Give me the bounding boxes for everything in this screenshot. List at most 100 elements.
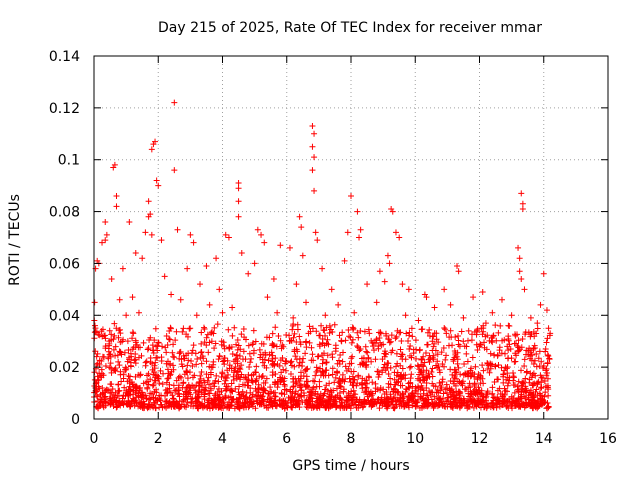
data-point bbox=[294, 321, 301, 328]
data-point bbox=[397, 346, 404, 353]
data-point bbox=[428, 369, 435, 376]
data-point bbox=[221, 402, 228, 409]
data-point bbox=[373, 336, 380, 343]
data-point bbox=[289, 404, 296, 411]
data-point bbox=[499, 400, 506, 407]
data-point bbox=[525, 347, 532, 354]
data-point bbox=[152, 405, 159, 412]
data-point bbox=[269, 352, 276, 359]
data-point bbox=[510, 374, 517, 381]
data-point bbox=[187, 325, 194, 332]
data-point bbox=[154, 397, 161, 404]
data-point bbox=[434, 351, 441, 358]
data-point bbox=[212, 402, 219, 409]
data-point bbox=[355, 402, 362, 409]
data-point bbox=[371, 347, 378, 354]
data-point bbox=[357, 226, 364, 233]
data-point bbox=[91, 329, 98, 336]
data-point bbox=[164, 358, 171, 365]
data-point bbox=[391, 405, 398, 412]
data-point bbox=[228, 387, 235, 394]
data-point bbox=[539, 364, 546, 371]
data-point bbox=[254, 392, 261, 399]
data-point bbox=[152, 371, 159, 378]
data-point bbox=[128, 400, 135, 407]
data-point bbox=[310, 402, 317, 409]
data-point bbox=[225, 234, 232, 241]
data-point bbox=[544, 360, 551, 367]
data-point bbox=[286, 338, 293, 345]
data-point bbox=[425, 399, 432, 406]
data-point bbox=[464, 358, 471, 365]
data-point bbox=[319, 395, 326, 402]
data-point bbox=[431, 330, 438, 337]
data-point bbox=[537, 301, 544, 308]
data-point bbox=[413, 399, 420, 406]
data-point bbox=[441, 363, 448, 370]
data-point bbox=[483, 397, 490, 404]
data-point bbox=[376, 405, 383, 412]
data-point bbox=[167, 324, 174, 331]
data-point bbox=[362, 389, 369, 396]
data-point bbox=[245, 382, 252, 389]
data-point bbox=[102, 362, 109, 369]
data-point bbox=[537, 392, 544, 399]
data-point bbox=[234, 369, 241, 376]
data-point bbox=[98, 328, 105, 335]
data-point bbox=[449, 405, 456, 412]
data-point bbox=[386, 339, 393, 346]
data-point bbox=[282, 367, 289, 374]
data-point bbox=[282, 360, 289, 367]
x-tick-label: 10 bbox=[406, 431, 424, 447]
data-point bbox=[399, 382, 406, 389]
data-point bbox=[372, 385, 379, 392]
data-point bbox=[366, 391, 373, 398]
data-point bbox=[280, 366, 287, 373]
x-tick-label: 6 bbox=[282, 431, 291, 447]
data-point bbox=[309, 351, 316, 358]
data-point bbox=[302, 339, 309, 346]
data-point bbox=[277, 337, 284, 344]
data-point bbox=[393, 363, 400, 370]
data-point bbox=[366, 330, 373, 337]
data-point bbox=[329, 402, 336, 409]
data-point bbox=[514, 383, 521, 390]
data-point bbox=[236, 391, 243, 398]
data-point bbox=[113, 325, 120, 332]
data-point bbox=[406, 329, 413, 336]
data-point bbox=[133, 385, 140, 392]
data-point bbox=[515, 347, 522, 354]
data-point bbox=[515, 387, 522, 394]
data-point bbox=[454, 403, 461, 410]
data-point bbox=[506, 341, 513, 348]
data-point bbox=[515, 395, 522, 402]
data-point bbox=[475, 384, 482, 391]
data-point bbox=[319, 368, 326, 375]
data-point bbox=[258, 231, 265, 238]
data-point bbox=[514, 402, 521, 409]
data-point bbox=[233, 341, 240, 348]
data-point bbox=[355, 372, 362, 379]
data-point bbox=[342, 363, 349, 370]
data-point bbox=[382, 330, 389, 337]
data-point bbox=[220, 399, 227, 406]
data-point bbox=[195, 383, 202, 390]
data-point bbox=[519, 380, 526, 387]
data-point bbox=[303, 373, 310, 380]
data-point bbox=[383, 403, 390, 410]
data-point bbox=[325, 405, 332, 412]
data-point bbox=[439, 401, 446, 408]
data-point bbox=[254, 226, 261, 233]
data-point bbox=[145, 370, 152, 377]
x-tick-label: 12 bbox=[471, 431, 489, 447]
data-point bbox=[426, 358, 433, 365]
data-point bbox=[465, 390, 472, 397]
data-point bbox=[172, 337, 179, 344]
data-point bbox=[490, 394, 497, 401]
data-point bbox=[170, 395, 177, 402]
data-point bbox=[219, 370, 226, 377]
data-point bbox=[102, 343, 109, 350]
data-point bbox=[536, 348, 543, 355]
data-point bbox=[298, 393, 305, 400]
data-point bbox=[527, 347, 534, 354]
